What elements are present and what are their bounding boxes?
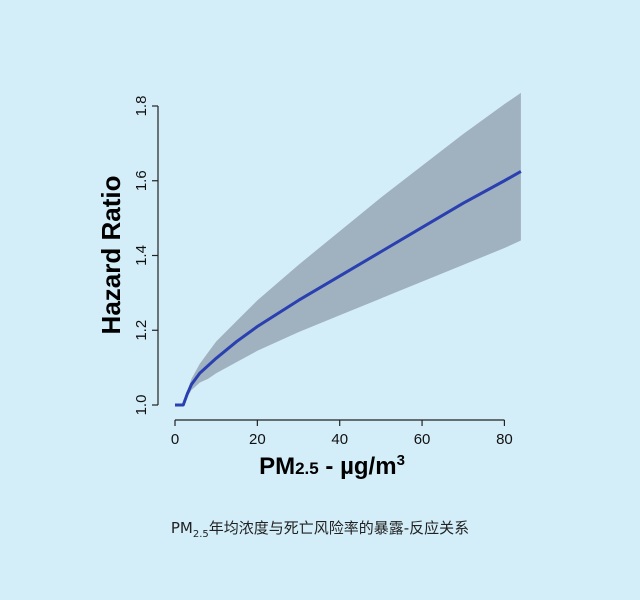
x-tick-label: 0 xyxy=(171,431,179,448)
y-tick-label: 1.0 xyxy=(133,395,150,416)
x-tick-label: 40 xyxy=(331,431,348,448)
x-axis-title-sub: 2.5 xyxy=(295,459,319,478)
x-axis-title-main: PM xyxy=(259,453,295,480)
x-axis-title-sup: 3 xyxy=(397,452,405,469)
caption-subscript: 2.5 xyxy=(192,529,209,540)
x-tick-label: 60 xyxy=(414,431,431,448)
caption-pm: PM xyxy=(170,519,193,537)
caption-text: 年均浓度与死亡风险率的暴露-反应关系 xyxy=(208,519,470,537)
y-tick-label: 1.6 xyxy=(133,170,150,191)
y-tick-label: 1.4 xyxy=(133,245,150,266)
hazard-ratio-line xyxy=(175,170,522,407)
y-tick-label: 1.2 xyxy=(133,320,150,341)
confidence-band xyxy=(175,92,521,405)
axes: 1.0 1.2 1.4 1.6 1.8 0 20 40 60 80 xyxy=(133,96,513,448)
y-tick-label: 1.8 xyxy=(133,96,150,117)
x-tick-label: 80 xyxy=(496,431,513,448)
figure-caption: PM2.5年均浓度与死亡风险率的暴露-反应关系 xyxy=(0,517,640,540)
hazard-ratio-chart: 1.0 1.2 1.4 1.6 1.8 0 20 40 60 80 Hazard Ratio PM… xyxy=(96,92,522,480)
plot-area xyxy=(175,92,522,407)
x-axis-title: PM2.5 - µg/m3 xyxy=(259,452,405,480)
y-axis-title: Hazard Ratio xyxy=(96,176,126,335)
x-tick-label: 20 xyxy=(249,431,266,448)
x-axis-title-unit: - µg/m xyxy=(319,453,397,480)
